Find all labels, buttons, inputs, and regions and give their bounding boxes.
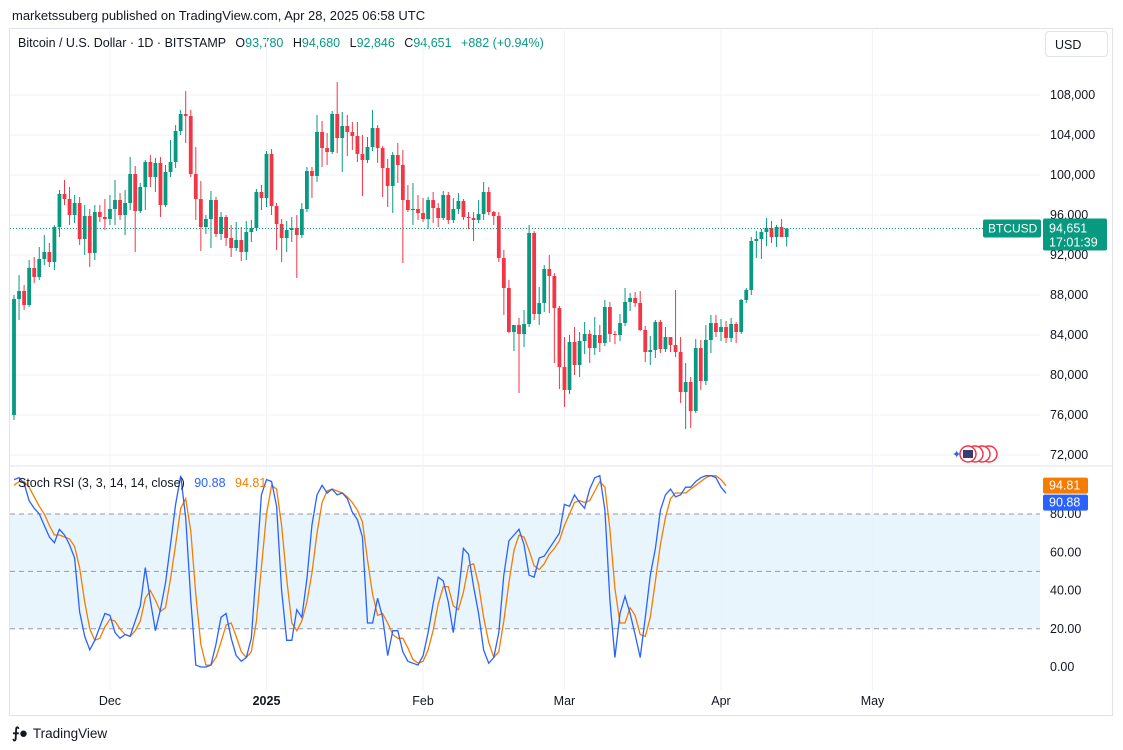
change-value: +882 (+0.94%) xyxy=(461,36,544,50)
rsi-k-value: 90.88 xyxy=(194,476,226,490)
open-value: 93,780 xyxy=(245,36,284,50)
rsi-legend: Stoch RSI (3, 3, 14, 14, close) 90.88 94… xyxy=(18,476,266,490)
chart-frame xyxy=(9,28,1113,716)
rsi-title[interactable]: Stoch RSI (3, 3, 14, 14, close) xyxy=(18,476,185,490)
open-label: O xyxy=(235,36,246,50)
publisher-line: marketssuberg published on TradingView.c… xyxy=(12,8,426,23)
currency-button[interactable]: USD xyxy=(1045,31,1108,57)
low-label: L xyxy=(349,36,357,50)
close-label: C xyxy=(404,36,414,50)
footer-brand[interactable]: TradingView xyxy=(32,725,108,741)
tradingview-logo-icon[interactable]: ⨍● xyxy=(12,725,28,742)
rsi-d-value: 94.81 xyxy=(235,476,267,490)
close-value: 94,651 xyxy=(413,36,452,50)
footer: ⨍● TradingView xyxy=(12,724,107,742)
symbol-legend: Bitcoin / U.S. Dollar · 1D · BITSTAMP O9… xyxy=(18,36,544,50)
high-label: H xyxy=(292,36,302,50)
high-value: 94,680 xyxy=(301,36,341,50)
low-value: 92,846 xyxy=(356,36,395,50)
symbol-title[interactable]: Bitcoin / U.S. Dollar · 1D · BITSTAMP xyxy=(18,36,226,50)
